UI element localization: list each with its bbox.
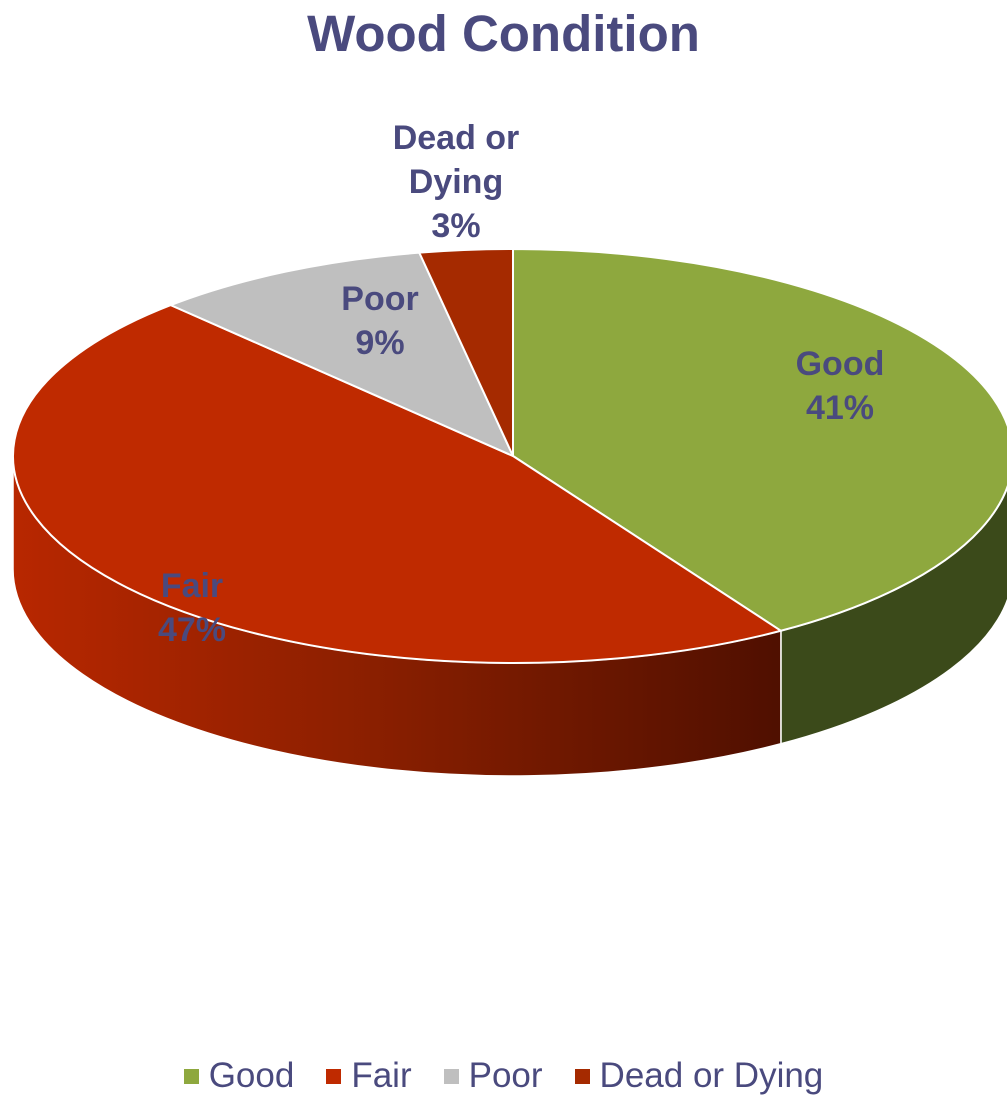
legend-item-fair: Fair bbox=[326, 1056, 412, 1096]
legend-swatch bbox=[326, 1068, 342, 1084]
data-label-line: 9% bbox=[355, 324, 404, 362]
legend-swatch bbox=[574, 1068, 590, 1084]
data-label-good: Good 41% bbox=[796, 345, 885, 427]
data-label-line: 3% bbox=[431, 207, 480, 245]
data-label-dead-or-dying: Dead or Dying 3% bbox=[393, 119, 520, 245]
pie-top-layer bbox=[12, 248, 1007, 664]
legend-swatch bbox=[183, 1068, 199, 1084]
data-label-line: Good bbox=[796, 345, 885, 383]
legend-swatch bbox=[443, 1068, 459, 1084]
legend-item-good: Good bbox=[183, 1056, 295, 1096]
data-label-fair: Fair 47% bbox=[158, 567, 226, 649]
data-label-line: Dead or bbox=[393, 119, 520, 157]
data-label-line: Fair bbox=[161, 567, 223, 605]
legend-item-dead-or-dying: Dead or Dying bbox=[574, 1056, 824, 1096]
data-label-poor: Poor 9% bbox=[341, 280, 418, 362]
legend-label: Fair bbox=[351, 1056, 412, 1095]
pie-slice-fair bbox=[12, 304, 782, 664]
pie-slice-dead-or-dying bbox=[418, 248, 514, 457]
legend-label: Good bbox=[208, 1056, 295, 1095]
pie-label-layer: Good 41% Fair 47% Poor 9% Dead or Dying 3% bbox=[158, 119, 884, 649]
data-label-line: 41% bbox=[806, 389, 874, 427]
pie-chart: Good 41% Fair 47% Poor 9% Dead or Dying 3% bbox=[12, 119, 1007, 777]
data-label-line: Poor bbox=[341, 280, 418, 318]
data-label-line: 47% bbox=[158, 611, 226, 649]
legend-item-poor: Poor bbox=[443, 1056, 543, 1096]
data-label-line: Dying bbox=[409, 163, 503, 201]
pie-slice-poor bbox=[169, 251, 514, 457]
legend: Good Fair Poor Dead or Dying bbox=[0, 1056, 1007, 1096]
legend-label: Poor bbox=[468, 1056, 543, 1095]
chart-title: Wood Condition bbox=[307, 5, 700, 62]
legend-label: Dead or Dying bbox=[599, 1056, 824, 1095]
pie-slice-good bbox=[512, 248, 1007, 632]
